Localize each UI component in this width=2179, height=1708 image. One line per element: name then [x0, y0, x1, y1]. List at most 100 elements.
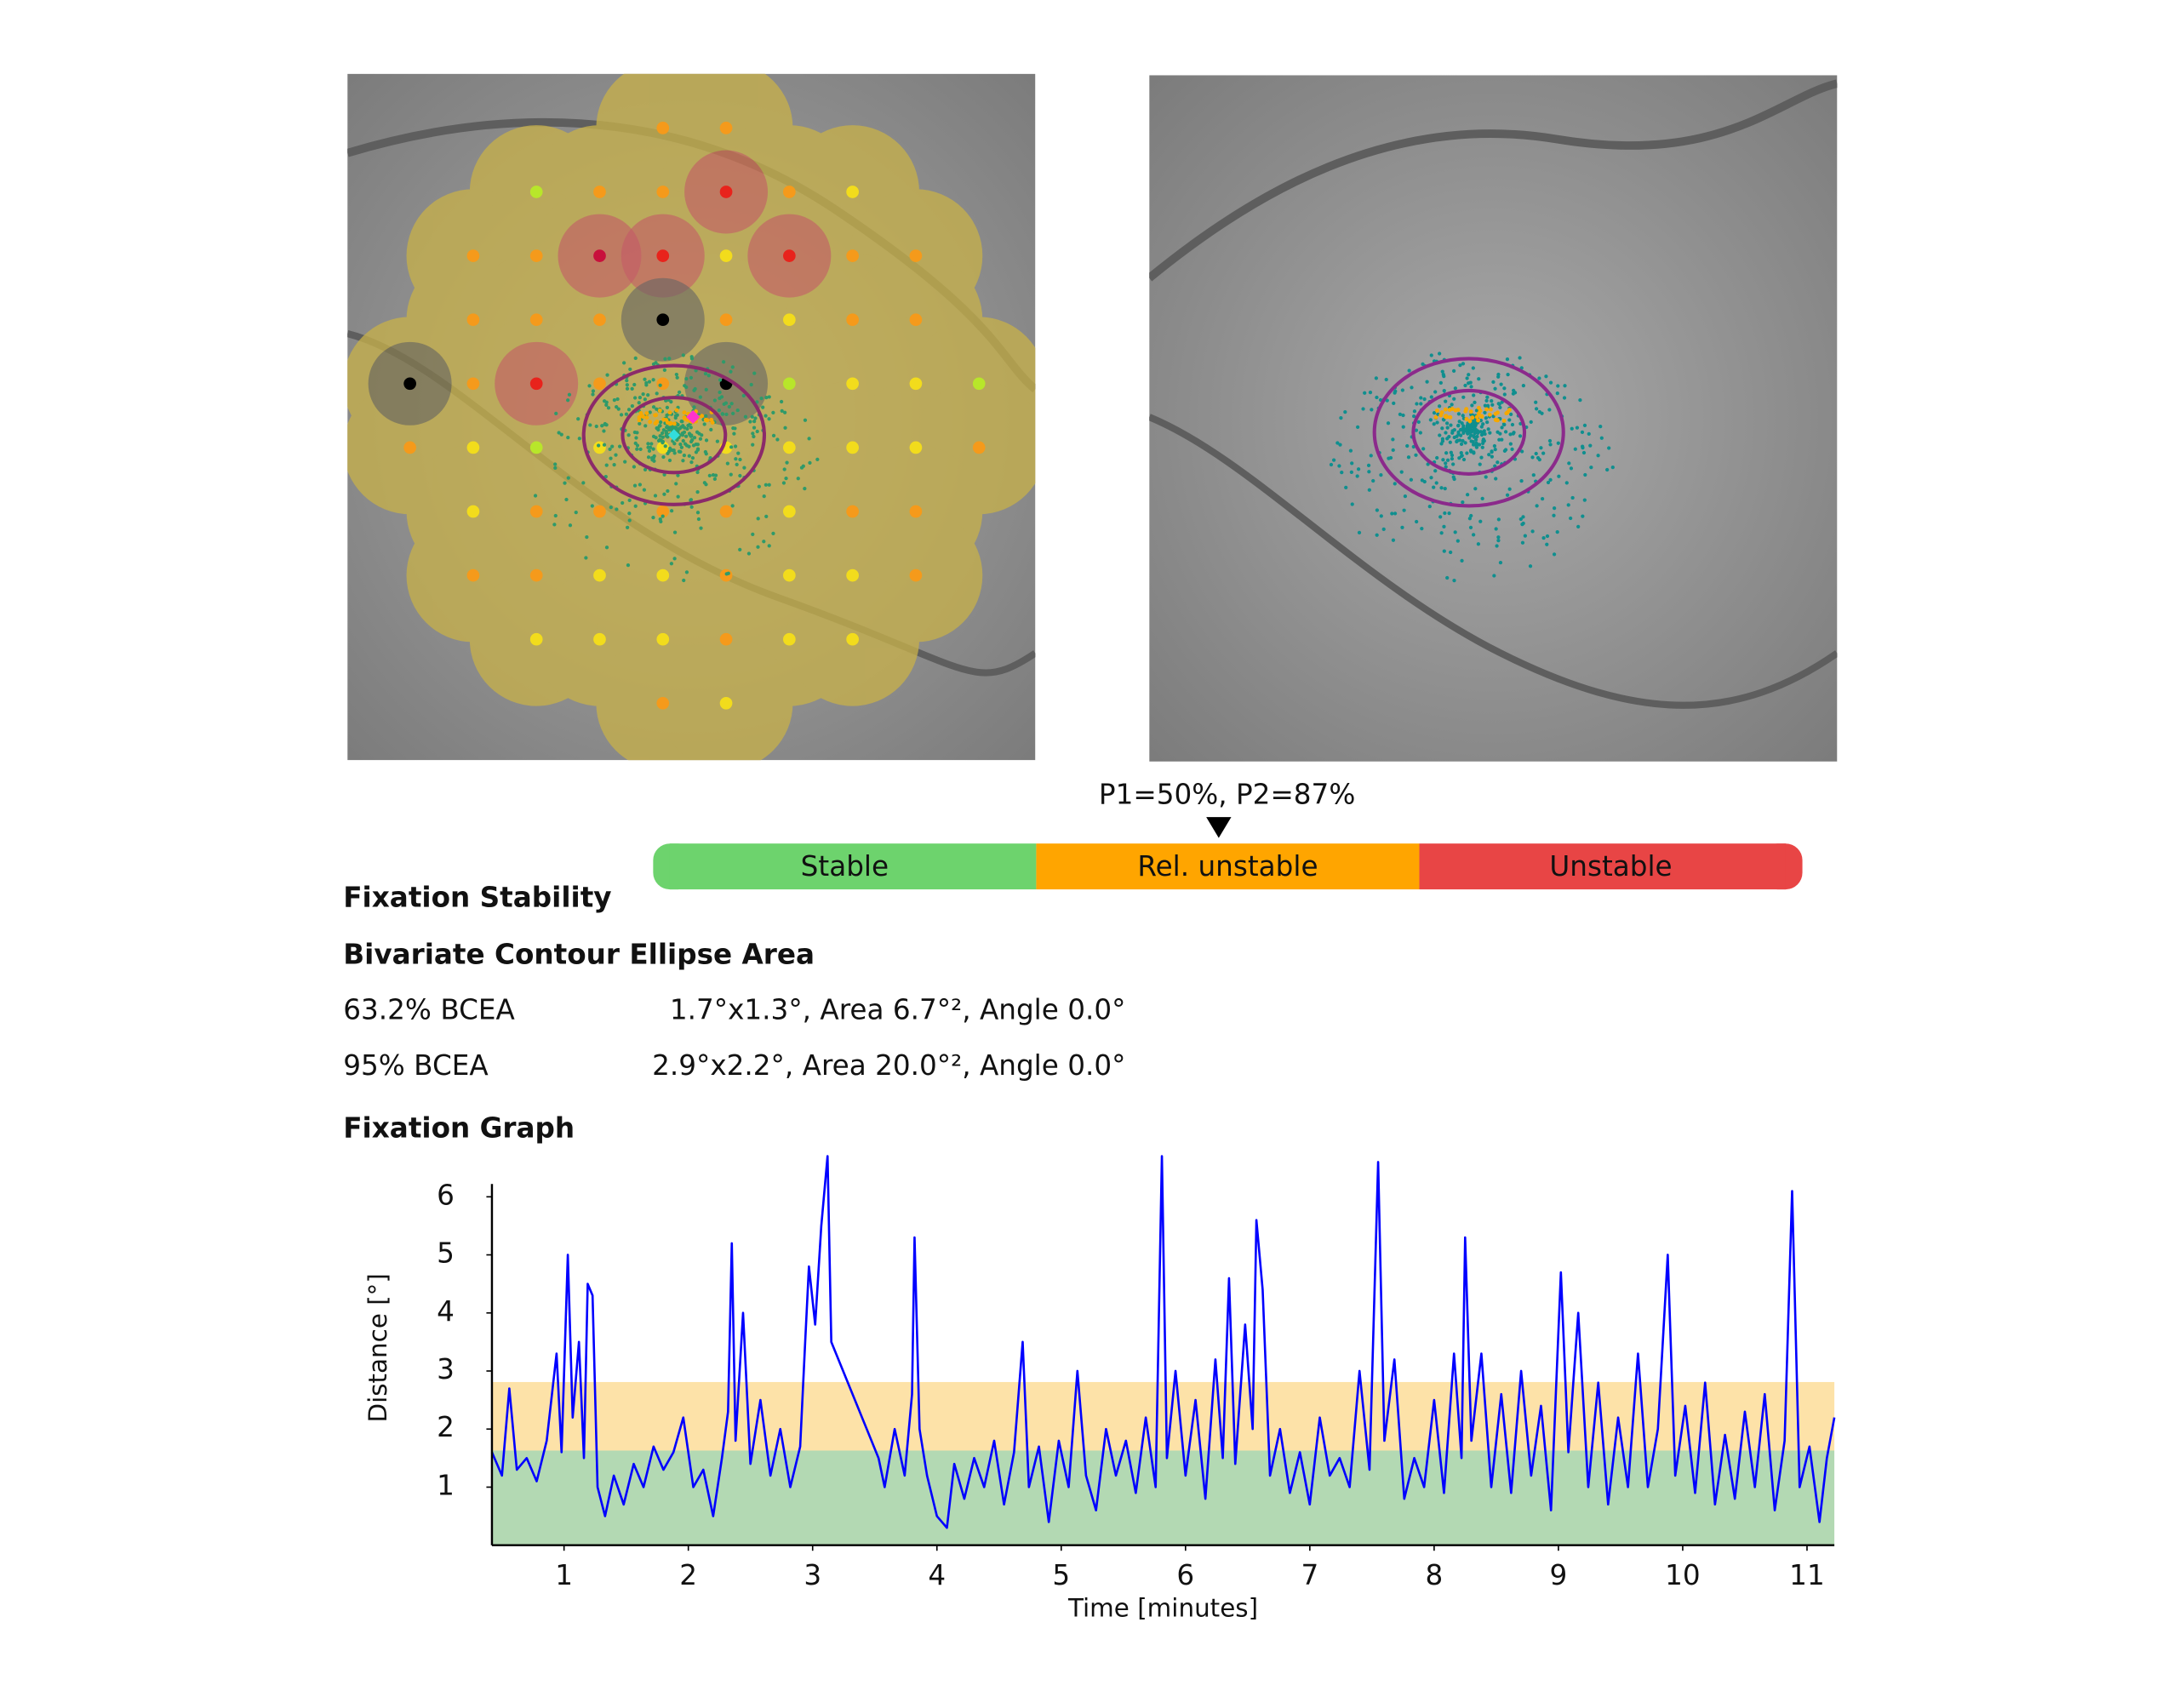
- fixation-point: [1384, 377, 1388, 382]
- fixation-point: [1545, 542, 1549, 546]
- fixation-point: [1534, 451, 1538, 456]
- fixation-point: [626, 433, 631, 437]
- fixation-point: [1534, 400, 1538, 404]
- fixation-point: [603, 422, 607, 426]
- fixation-point: [1419, 402, 1423, 406]
- fixation-point: [1391, 448, 1395, 452]
- fixation-point: [1605, 467, 1610, 472]
- fixation-point: [1465, 451, 1469, 455]
- fixation-point: [733, 444, 738, 448]
- fixation-point: [648, 410, 652, 414]
- fixation-point: [1573, 447, 1577, 451]
- fixation-point: [1456, 423, 1461, 427]
- fixation-point: [803, 418, 808, 422]
- fixation-point: [692, 388, 696, 392]
- fixation-point: [683, 434, 689, 438]
- fixation-point: [1596, 454, 1600, 458]
- fixation-point: [764, 514, 769, 518]
- fixation-point: [616, 407, 621, 411]
- y-tick-label: 5: [437, 1237, 455, 1270]
- fixation-point: [625, 386, 630, 391]
- fixation-point: [643, 397, 648, 402]
- fixation-point: [1468, 380, 1473, 385]
- fixation-point: [604, 546, 609, 550]
- fixation-point: [1375, 395, 1379, 400]
- fixation-point: [1434, 408, 1439, 413]
- fixation-point: [683, 426, 687, 430]
- fixation-point: [674, 482, 678, 486]
- stability-segment: [1419, 843, 1786, 890]
- fixation-point: [1449, 450, 1453, 454]
- fixation-point: [649, 442, 654, 446]
- fixation-point: [651, 455, 656, 460]
- fixation-point: [1463, 429, 1467, 433]
- fixation-point: [644, 380, 649, 386]
- fixation-point: [1496, 539, 1501, 543]
- fixation-point: [1490, 399, 1494, 403]
- fixation-point: [692, 405, 696, 409]
- fixation-point: [705, 418, 710, 423]
- fixation-point: [1520, 449, 1524, 454]
- fixation-point: [1432, 485, 1436, 489]
- fixation-point: [637, 414, 642, 420]
- fixation-point: [634, 436, 638, 440]
- fixation-point: [757, 484, 761, 488]
- fixation-point: [633, 356, 638, 360]
- fixation-point: [1492, 443, 1497, 448]
- fixation-point: [1483, 403, 1488, 408]
- fixation-point: [717, 408, 721, 413]
- test-point: [783, 186, 796, 198]
- fixation-point: [703, 372, 708, 376]
- test-point: [656, 186, 670, 198]
- fixation-point: [724, 412, 729, 416]
- fixation-point: [1545, 534, 1550, 539]
- fixation-point: [646, 442, 650, 446]
- fixation-point: [734, 457, 738, 461]
- fixation-point: [720, 412, 724, 416]
- fixation-point: [803, 486, 807, 491]
- fixation-point: [1567, 461, 1571, 466]
- fixation-point: [1456, 539, 1460, 543]
- fixation-point: [752, 434, 756, 439]
- fixation-point: [1496, 430, 1500, 434]
- fixation-point: [1412, 409, 1417, 414]
- fixation-point: [604, 463, 609, 467]
- fixation-point: [1583, 472, 1587, 477]
- fixation-point: [1505, 493, 1510, 497]
- fixation-point: [1530, 455, 1535, 460]
- fixation-point: [1496, 410, 1500, 415]
- test-point: [719, 186, 733, 198]
- fixation-point: [678, 443, 683, 447]
- fixation-point: [1556, 441, 1560, 445]
- fixation-point: [1493, 417, 1498, 422]
- fixation-point: [1393, 511, 1398, 516]
- fixation-point: [672, 451, 677, 455]
- fixation-point: [1487, 412, 1492, 417]
- fixation-point: [669, 562, 674, 566]
- fixation-point: [1518, 517, 1523, 522]
- fixation-point: [1459, 442, 1464, 446]
- test-point: [719, 313, 733, 327]
- fixation-point: [676, 473, 680, 477]
- fixation-point: [590, 504, 594, 508]
- test-point: [529, 313, 543, 327]
- fixation-point: [1338, 443, 1342, 447]
- fixation-point: [704, 438, 709, 443]
- fixation-point: [559, 432, 563, 437]
- fixation-point: [1453, 530, 1457, 534]
- fixation-point: [1442, 389, 1446, 393]
- fixation-point: [641, 391, 645, 397]
- fixation-point: [567, 392, 572, 397]
- fixation-point: [627, 498, 632, 502]
- fixation-point: [689, 460, 694, 465]
- fixation-point: [1459, 427, 1463, 431]
- fixation-point: [1556, 384, 1560, 388]
- fixation-point: [553, 466, 558, 471]
- fixation-point: [664, 429, 668, 434]
- fixation-point: [700, 433, 704, 437]
- fixation-point: [1363, 391, 1367, 395]
- fixation-point: [771, 410, 775, 414]
- fixation-point: [661, 417, 666, 422]
- fixation-point: [1442, 418, 1446, 422]
- fixation-point: [1519, 479, 1524, 483]
